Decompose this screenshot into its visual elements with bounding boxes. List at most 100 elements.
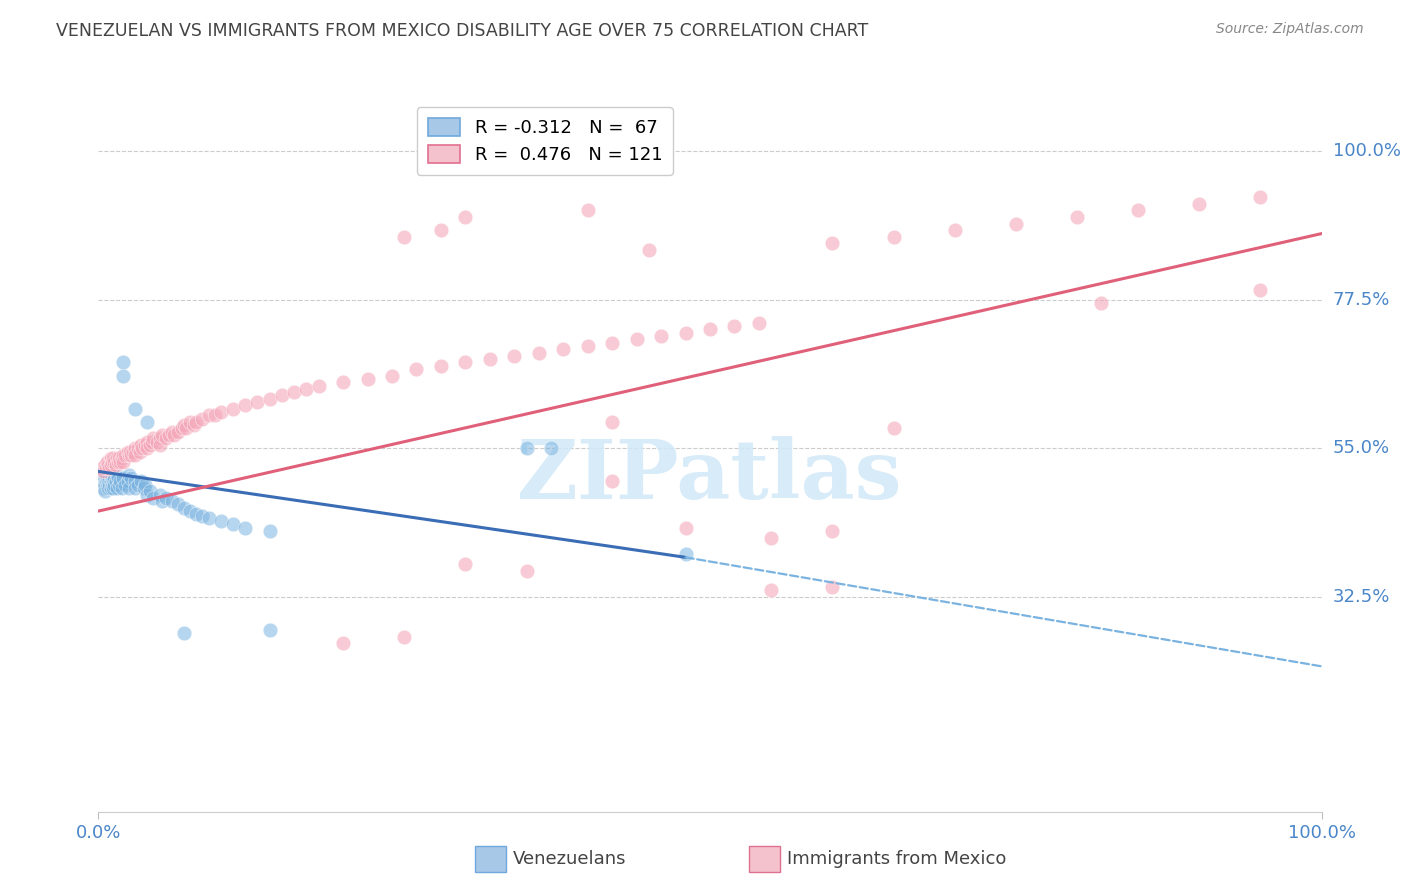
Point <box>129 444 152 458</box>
Point <box>93 458 115 472</box>
Point <box>120 444 142 458</box>
Point <box>179 504 201 518</box>
Point <box>1249 283 1271 297</box>
Point <box>1128 203 1150 218</box>
Point <box>139 438 162 452</box>
Point <box>103 454 125 468</box>
Point <box>101 471 124 485</box>
Point <box>124 448 146 462</box>
Point <box>170 421 193 435</box>
Point <box>259 392 281 406</box>
Point <box>392 630 416 644</box>
Point <box>91 475 114 489</box>
Point <box>191 411 214 425</box>
Point <box>93 477 115 491</box>
Point <box>100 451 122 466</box>
Point <box>222 401 245 416</box>
Point <box>142 491 165 505</box>
Point <box>91 467 114 482</box>
Point <box>127 477 149 491</box>
Point <box>270 388 294 402</box>
Point <box>100 467 122 482</box>
Point <box>149 438 172 452</box>
Point <box>139 484 162 499</box>
Point <box>101 475 124 489</box>
Point <box>134 438 156 452</box>
Point <box>111 368 134 383</box>
Point <box>259 623 281 637</box>
Point <box>167 425 190 439</box>
Text: VENEZUELAN VS IMMIGRANTS FROM MEXICO DISABILITY AGE OVER 75 CORRELATION CHART: VENEZUELAN VS IMMIGRANTS FROM MEXICO DIS… <box>56 22 869 40</box>
Point <box>155 491 177 505</box>
Point <box>699 322 721 336</box>
Point <box>381 368 404 383</box>
Point <box>167 498 190 512</box>
Point <box>111 454 134 468</box>
Point <box>91 481 114 495</box>
Point <box>124 481 146 495</box>
Point <box>821 524 844 538</box>
Point <box>454 355 477 369</box>
Point <box>141 434 163 449</box>
Point <box>150 494 173 508</box>
Point <box>209 514 232 528</box>
Point <box>97 481 120 495</box>
Point <box>540 442 562 456</box>
Point <box>105 481 128 495</box>
Point <box>150 428 173 442</box>
Point <box>129 438 152 452</box>
Point <box>93 484 115 499</box>
Point <box>155 431 177 445</box>
Point <box>761 531 783 545</box>
Point <box>111 355 134 369</box>
Point <box>179 415 201 429</box>
Point <box>136 487 159 501</box>
Point <box>110 454 132 468</box>
Point <box>132 481 155 495</box>
Point <box>430 223 453 237</box>
Point <box>553 342 575 356</box>
Point <box>108 477 131 491</box>
Point <box>100 475 122 489</box>
Point <box>96 477 118 491</box>
Point <box>515 442 537 456</box>
Point <box>100 458 122 472</box>
Point <box>503 349 526 363</box>
Point <box>160 494 183 508</box>
Point <box>163 428 186 442</box>
Point <box>576 203 599 218</box>
Point <box>93 471 115 485</box>
Point <box>821 236 844 251</box>
Point <box>626 332 648 346</box>
Point <box>124 475 146 489</box>
Point <box>430 359 453 373</box>
Point <box>111 448 134 462</box>
Point <box>120 448 142 462</box>
Point <box>98 477 121 491</box>
Point <box>96 471 118 485</box>
Point <box>883 230 905 244</box>
Point <box>186 508 208 522</box>
Point <box>1249 190 1271 204</box>
Point <box>121 444 143 458</box>
Point <box>600 475 623 489</box>
Point <box>131 442 153 456</box>
Point <box>1004 217 1026 231</box>
Text: ZIPatlas: ZIPatlas <box>517 436 903 516</box>
Point <box>114 477 136 491</box>
Point <box>100 481 122 495</box>
Point <box>124 442 146 456</box>
Point <box>136 434 159 449</box>
Point <box>97 458 120 472</box>
Point <box>515 564 537 578</box>
Point <box>91 465 114 479</box>
Point <box>600 415 623 429</box>
Point <box>134 477 156 491</box>
Point <box>454 557 477 571</box>
Point <box>197 409 219 423</box>
Point <box>821 580 844 594</box>
Point <box>204 409 226 423</box>
Point <box>222 517 245 532</box>
Point <box>173 500 195 515</box>
Point <box>146 434 169 449</box>
